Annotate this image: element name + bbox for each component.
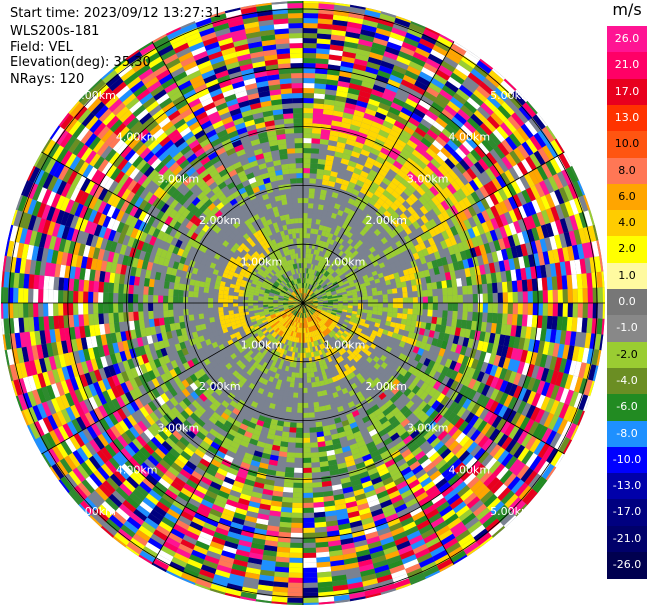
colorbar-label: 0.0: [618, 295, 636, 308]
range-label: 4.00km: [116, 463, 158, 476]
colorbar-segment: [607, 420, 647, 448]
range-label: 3.00km: [407, 172, 449, 185]
instrument-name: WLS200s-181: [10, 24, 100, 39]
range-label: 1.00km: [324, 255, 366, 268]
colorbar-label: -8.0: [616, 426, 638, 440]
range-label: 5.00km: [490, 505, 532, 518]
range-label: 4.00km: [449, 463, 491, 476]
colorbar-label: 4.0: [618, 216, 636, 230]
colorbar-segment: [607, 446, 647, 474]
field-name: Field: VEL: [10, 40, 73, 55]
colorbar-label: 21.0: [614, 58, 640, 72]
azimuth-spoke: [41, 151, 565, 455]
colorbar-segment: [607, 289, 647, 316]
range-label: 3.00km: [407, 422, 449, 435]
range-label: 4.00km: [116, 131, 158, 144]
colorbar-label: -6.0: [616, 400, 638, 414]
colorbar-segment: [607, 341, 647, 369]
range-label: 5.00km: [490, 89, 532, 102]
colorbar-segment: [607, 183, 647, 211]
colorbar-segment: [607, 210, 647, 237]
colorbar-segment: [607, 131, 647, 158]
elevation: Elevation(deg): 35.30: [10, 55, 151, 70]
colorbar-label: -10.0: [612, 452, 642, 466]
range-label: 1.00km: [324, 339, 366, 352]
ppi-plot: 1.00km 1.00km 1.00km 1.00km 2.00km 2.00km 2.00…: [1, 1, 605, 605]
range-labels: 1.00km 1.00km 1.00km 1.00km 2.00km 2.00km 2.00…: [74, 89, 531, 518]
colorbar-label: 26.0: [614, 32, 640, 45]
colorbar-segment: [607, 104, 647, 132]
range-label: 5.00km: [74, 89, 116, 102]
colorbar-segment: [607, 525, 647, 553]
colorbar-segment: [607, 367, 647, 395]
range-label: 2.00km: [365, 380, 407, 393]
range-label: 1.00km: [241, 339, 283, 352]
colorbar-label: 8.0: [618, 163, 636, 177]
colorbar-label: 13.0: [614, 110, 640, 124]
range-label: 3.00km: [158, 172, 200, 185]
range-label: 5.00km: [74, 505, 116, 518]
colorbar: m/s 26.0 21.0 17.0 13.0 10.0 8.0 6.0 4.0 2.0 1.0 0…: [607, 0, 647, 607]
range-label: 1.00km: [241, 255, 283, 268]
range-label: 2.00km: [199, 214, 241, 227]
colorbar-segment: [607, 26, 647, 53]
start-time: Start time: 2023/09/12 13:27:31: [10, 6, 222, 21]
colorbar-label: -17.0: [612, 505, 642, 519]
colorbar-segment: [607, 52, 647, 80]
colorbar-segment: [607, 157, 647, 185]
colorbar-label: 17.0: [614, 84, 640, 98]
colorbar-label: 1.0: [618, 268, 636, 282]
colorbar-label: -2.0: [616, 347, 638, 361]
colorbar-unit: m/s: [612, 0, 642, 19]
colorbar-label: -4.0: [616, 373, 638, 387]
colorbar-segment: [607, 262, 647, 290]
colorbar-segment: [607, 473, 647, 500]
colorbar-label: -13.0: [612, 479, 642, 493]
colorbar-label: 10.0: [614, 137, 640, 151]
range-label: 3.00km: [158, 422, 200, 435]
range-label: 2.00km: [199, 380, 241, 393]
azimuth-spokes: [1, 1, 605, 605]
colorbar-segment: [607, 499, 647, 527]
colorbar-label: -1.0: [616, 321, 638, 335]
colorbar-label: 2.0: [618, 242, 636, 256]
colorbar-label: -30.0: [612, 584, 642, 598]
colorbar-label: -21.0: [612, 531, 642, 545]
range-label: 4.00km: [449, 131, 491, 144]
colorbar-label: -26.0: [612, 558, 642, 571]
colorbar-segment: [607, 552, 647, 579]
range-label: 2.00km: [365, 214, 407, 227]
colorbar-label: 6.0: [618, 189, 636, 203]
colorbar-segment: [607, 78, 647, 106]
colorbar-segment: [607, 315, 647, 343]
colorbar-segment: [607, 394, 647, 421]
nrays: NRays: 120: [10, 72, 85, 87]
colorbar-segment: [607, 236, 647, 264]
